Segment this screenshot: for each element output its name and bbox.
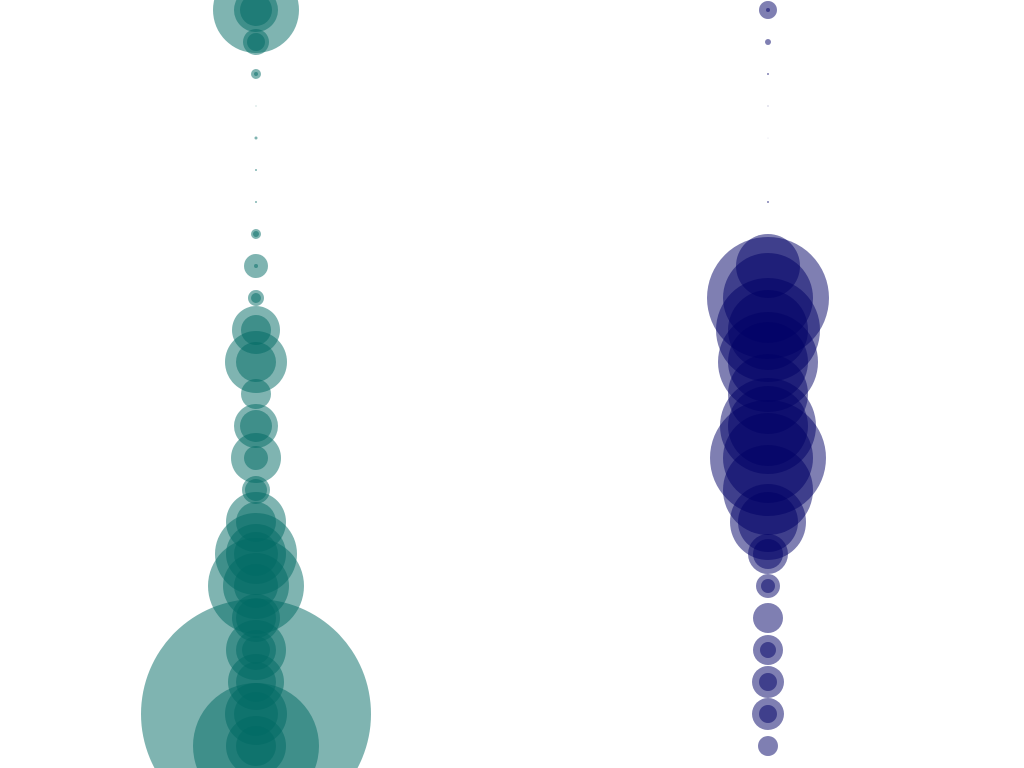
bubble [767, 201, 769, 203]
bubble [254, 136, 258, 140]
bubble [759, 673, 777, 691]
bubble [767, 73, 769, 75]
bubble [247, 33, 265, 51]
bubble [253, 231, 259, 237]
bubble [761, 579, 775, 593]
bubble [255, 105, 257, 107]
bubble [759, 705, 777, 723]
bubble [765, 39, 771, 45]
bubble [251, 293, 261, 303]
bubble [236, 342, 276, 382]
bubble [240, 410, 272, 442]
bubble [767, 137, 769, 139]
bubble [767, 105, 769, 107]
bubble [753, 603, 783, 633]
bubble [255, 169, 257, 171]
bubble [240, 0, 272, 26]
bubble [758, 736, 778, 756]
bubble [236, 726, 276, 766]
bubble [254, 264, 258, 268]
bubble [753, 539, 783, 569]
bubble [255, 201, 257, 203]
bubble [241, 379, 271, 409]
bubble [766, 8, 770, 12]
bubble [760, 642, 776, 658]
bubble [244, 446, 268, 470]
bubble [254, 72, 258, 76]
bubble [738, 492, 798, 552]
